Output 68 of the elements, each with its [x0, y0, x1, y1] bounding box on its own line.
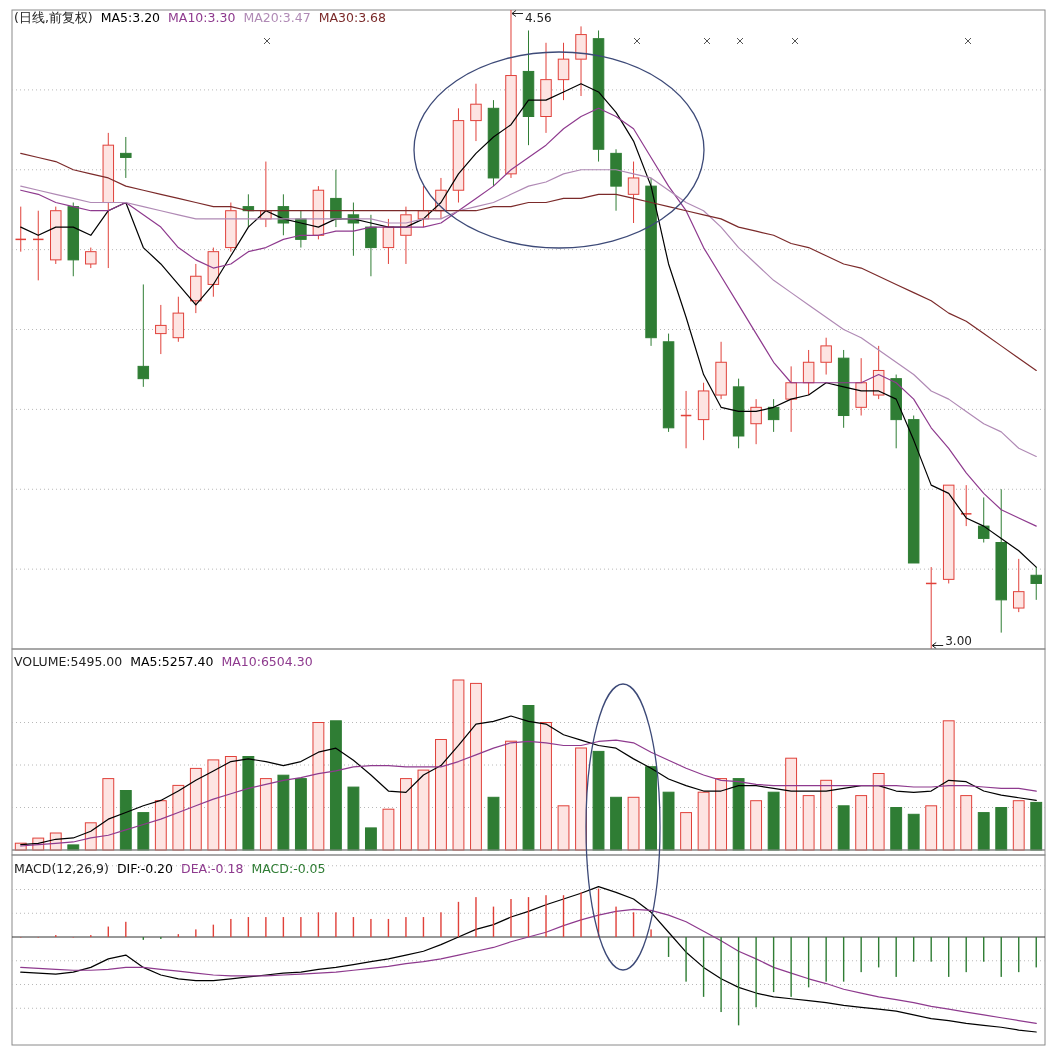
text: MA30:3.68 [318, 10, 386, 25]
bar [697, 791, 710, 851]
bar [802, 795, 815, 851]
bar [925, 805, 938, 851]
text: MA10:3.30 [168, 10, 236, 25]
bar [137, 812, 150, 851]
text: DIF:-0.20 [116, 861, 174, 876]
bar [837, 805, 850, 851]
bar [960, 795, 973, 851]
bar [855, 795, 868, 851]
bar [907, 813, 920, 851]
bar [102, 778, 115, 851]
bar [1030, 801, 1043, 851]
bar [995, 807, 1008, 851]
annotation: 4.56 [524, 10, 552, 25]
bar [977, 812, 990, 851]
bar [592, 750, 605, 851]
chart-title: MACD(12,26,9) [14, 861, 109, 876]
annotation: 3.00 [945, 633, 972, 648]
text: MA10:6504.30 [221, 654, 313, 669]
bar [1012, 800, 1025, 851]
bar [662, 791, 675, 851]
bar [189, 767, 202, 851]
text: MA20:3.47 [243, 10, 311, 25]
text: MACD:-0.05 [251, 861, 326, 876]
bar [487, 796, 500, 851]
bar [259, 778, 272, 851]
bar [417, 769, 430, 851]
bar [119, 790, 132, 851]
bar [207, 759, 220, 851]
bar [382, 808, 395, 851]
bar [277, 774, 290, 851]
chart-title: (日线,前复权) [14, 10, 93, 25]
bar [680, 812, 692, 851]
bar [575, 747, 587, 851]
bar [540, 722, 552, 851]
bar [820, 779, 833, 851]
bar [557, 805, 570, 851]
bar [942, 720, 955, 851]
bar [470, 682, 482, 851]
bar [505, 740, 517, 851]
bar [645, 766, 657, 851]
bar [294, 778, 307, 851]
bar [435, 739, 447, 851]
bar [329, 720, 342, 851]
bar [312, 722, 325, 851]
bar [610, 796, 622, 851]
bar [890, 807, 903, 851]
bar [154, 800, 167, 851]
bar [224, 756, 237, 851]
bar [365, 827, 377, 851]
bar [767, 791, 780, 851]
chart-title: VOLUME:5495.00 [14, 654, 123, 669]
bar [242, 756, 255, 851]
text: MA5:3.20 [100, 10, 161, 25]
bar [347, 786, 360, 851]
bar [522, 705, 535, 851]
bar [715, 778, 728, 851]
bar [627, 796, 640, 851]
text: DEA:-0.18 [181, 861, 244, 876]
bar [400, 778, 412, 851]
bar [732, 778, 745, 851]
bar [750, 800, 763, 851]
bar [872, 773, 885, 851]
bar [172, 784, 185, 851]
bar [785, 757, 798, 851]
bar [452, 679, 465, 851]
text: MA5:5257.40 [130, 654, 214, 669]
